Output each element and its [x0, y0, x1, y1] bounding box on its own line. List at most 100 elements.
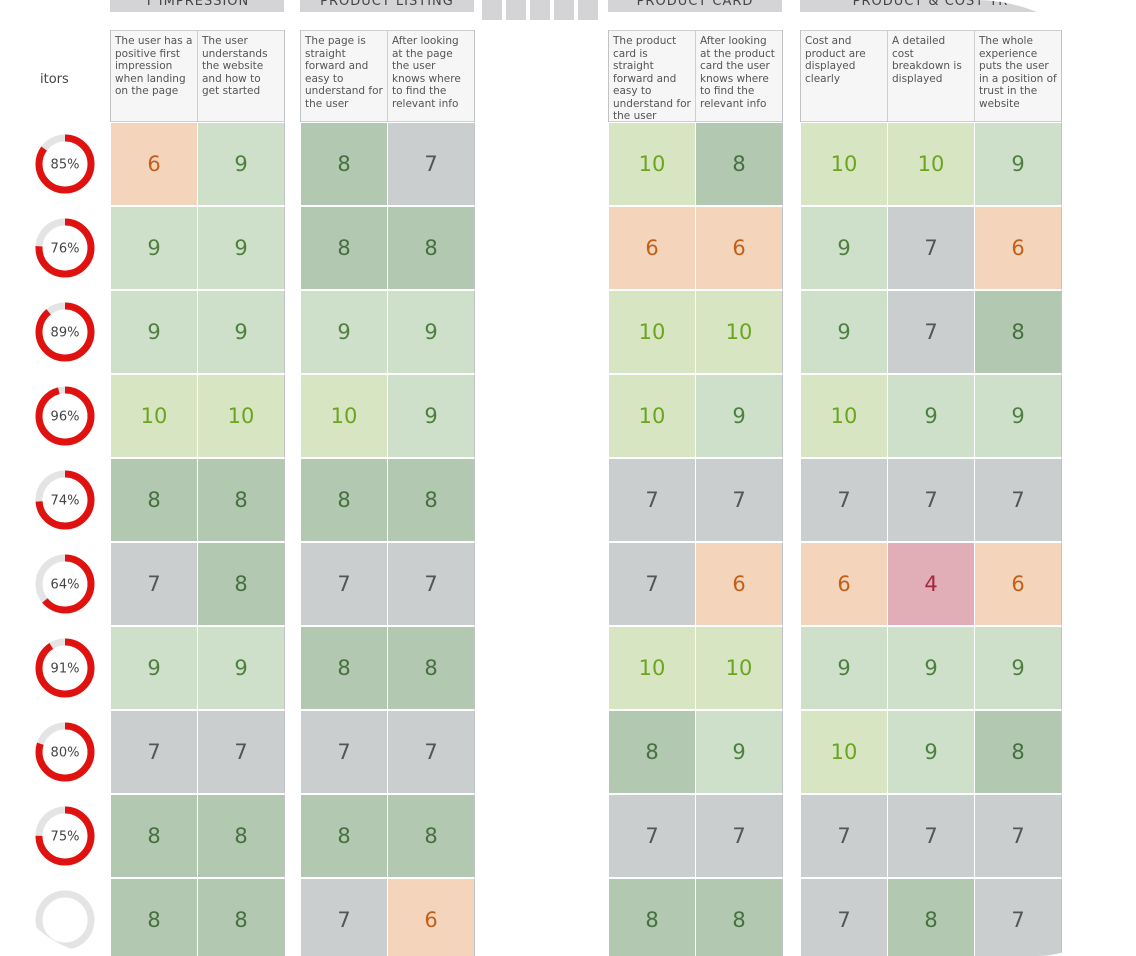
column-header: After looking at the product card the us… — [695, 30, 783, 122]
score-cell: 9 — [300, 290, 388, 374]
column-header: The product card is straight forward and… — [608, 30, 696, 122]
score-cell: 7 — [695, 794, 783, 878]
column-header: The user has a positive first impression… — [110, 30, 198, 122]
score-cell: 8 — [110, 458, 198, 542]
rings: 85% 76% 89% 96% 74% 64% 91% 80% 75% — [35, 134, 95, 950]
column-header: After looking at the page the user knows… — [387, 30, 475, 122]
score-cell: 8 — [197, 458, 285, 542]
score-cell: 10 — [608, 626, 696, 710]
score-cell: 6 — [800, 542, 888, 626]
score-cell: 7 — [695, 458, 783, 542]
score-cell: 9 — [197, 122, 285, 206]
group-title: PRODUCT CARD — [608, 0, 782, 12]
score-cell: 9 — [800, 626, 888, 710]
column-header: The user understands the website and how… — [197, 30, 285, 122]
score-cell: 6 — [387, 878, 475, 956]
score-cell: 8 — [197, 794, 285, 878]
score-cell: 9 — [800, 206, 888, 290]
score-cell: 10 — [197, 374, 285, 458]
score-cell: 8 — [695, 878, 783, 956]
score-cell: 6 — [608, 206, 696, 290]
score-cell: 7 — [974, 458, 1062, 542]
score-cell: 7 — [608, 542, 696, 626]
score-cell: 6 — [110, 122, 198, 206]
score-cell: 9 — [800, 290, 888, 374]
ring-arc — [35, 554, 95, 614]
score-cell: 7 — [887, 290, 975, 374]
score-cell: 10 — [608, 122, 696, 206]
ring-track — [35, 890, 95, 950]
score-cell: 6 — [695, 542, 783, 626]
percent-label: 91% — [51, 662, 80, 677]
score-cell: 7 — [197, 710, 285, 794]
score-cell: 8 — [887, 878, 975, 956]
score-cell: 8 — [974, 290, 1062, 374]
percent-label: 85% — [51, 158, 80, 173]
score-cell: 7 — [387, 542, 475, 626]
score-cell: 6 — [695, 206, 783, 290]
ring-arc — [35, 134, 95, 194]
divider-dash — [530, 0, 550, 20]
ring-arc — [35, 302, 95, 362]
percent-label: 89% — [51, 326, 80, 341]
score-cell: 8 — [608, 878, 696, 956]
score-cell: 10 — [695, 290, 783, 374]
score-cell: 10 — [887, 122, 975, 206]
divider-dash — [506, 0, 526, 20]
score-cell: 10 — [800, 710, 888, 794]
score-cell: 9 — [695, 710, 783, 794]
score-cell: 10 — [695, 626, 783, 710]
score-cell: 7 — [608, 458, 696, 542]
ring-arc — [35, 722, 95, 782]
group-title: T IMPRESSION — [110, 0, 284, 12]
score-cell: 7 — [800, 458, 888, 542]
score-cell: 10 — [110, 374, 198, 458]
score-cell: 9 — [887, 626, 975, 710]
score-cell: 7 — [387, 122, 475, 206]
score-cell: 7 — [110, 542, 198, 626]
column-header: The page is straight forward and easy to… — [300, 30, 388, 122]
score-cell: 9 — [887, 374, 975, 458]
score-cell: 9 — [110, 626, 198, 710]
score-cell: 8 — [387, 206, 475, 290]
score-cell: 7 — [974, 878, 1062, 956]
score-cell: 9 — [387, 290, 475, 374]
score-cell: 8 — [300, 626, 388, 710]
score-cell: 7 — [608, 794, 696, 878]
score-cell: 8 — [300, 458, 388, 542]
score-cell: 7 — [800, 794, 888, 878]
score-cell: 9 — [974, 122, 1062, 206]
score-cell: 7 — [887, 794, 975, 878]
score-cell: 8 — [300, 206, 388, 290]
score-cell: 9 — [695, 374, 783, 458]
ring-arc — [35, 386, 95, 446]
ring-arc — [35, 638, 95, 698]
score-cell: 8 — [695, 122, 783, 206]
score-cell: 6 — [974, 206, 1062, 290]
percent-label: 76% — [51, 242, 80, 257]
score-cell: 7 — [300, 878, 388, 956]
group-title: PRODUCT LISTING — [300, 0, 474, 12]
score-cell: 6 — [974, 542, 1062, 626]
divider-dash — [482, 0, 502, 20]
score-cell: 10 — [608, 374, 696, 458]
divider-dash — [578, 0, 598, 20]
score-cell: 7 — [300, 542, 388, 626]
percent-label: 96% — [51, 410, 80, 425]
column-header: The whole experience puts the user in a … — [974, 30, 1062, 122]
score-cell: 10 — [800, 122, 888, 206]
score-cell: 9 — [197, 290, 285, 374]
column-header: Cost and product are displayed clearly — [800, 30, 888, 122]
score-cell: 9 — [197, 626, 285, 710]
ring-arc — [35, 470, 95, 530]
ring-arc — [35, 218, 95, 278]
score-cell: 8 — [387, 626, 475, 710]
score-cell: 7 — [800, 878, 888, 956]
score-cell: 8 — [608, 710, 696, 794]
percent-label: 80% — [51, 746, 80, 761]
score-cell: 8 — [387, 458, 475, 542]
score-cell: 8 — [110, 878, 198, 956]
group-title: PRODUCT & COST TR — [800, 0, 1061, 12]
score-cell: 8 — [300, 122, 388, 206]
